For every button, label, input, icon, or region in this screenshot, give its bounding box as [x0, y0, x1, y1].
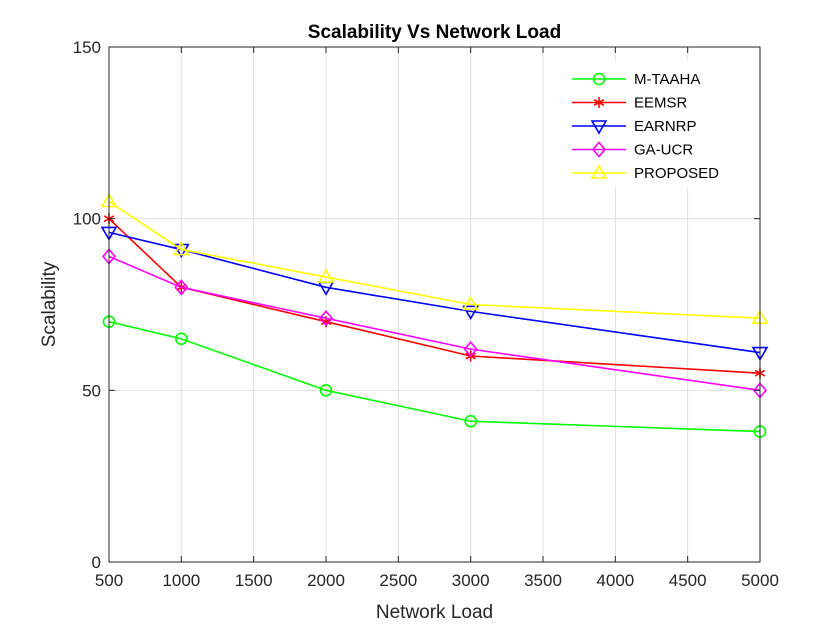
chart-title: Scalability Vs Network Load: [308, 22, 561, 43]
legend-label-ga-ucr: GA-UCR: [634, 142, 693, 159]
legend-marker-ga-ucr: [591, 141, 607, 158]
legend-item-m-taaha: M-TAAHA: [572, 71, 700, 88]
data-point-m-taaha: [319, 384, 333, 397]
legend-marker-eemsr: [593, 97, 605, 108]
data-point-proposed: [462, 295, 480, 311]
legend-item-ga-ucr: GA-UCR: [572, 141, 693, 159]
legend-label-eemsr: EEMSR: [634, 95, 688, 112]
series-ga-ucr: [101, 248, 768, 399]
series-line-earnrp: [108, 231, 761, 354]
series-proposed: [100, 192, 769, 325]
x-tick-label: 1500: [235, 571, 273, 590]
x-tick-label: 1000: [162, 571, 200, 590]
series-line-proposed: [108, 200, 761, 320]
y-tick-label: 50: [82, 381, 101, 400]
asterisk-stroke: [593, 99, 605, 106]
data-point-proposed: [172, 240, 190, 256]
legend-item-eemsr: EEMSR: [572, 95, 688, 112]
legend: M-TAAHA EEMSR EARNRP GA-UCR PROPOSED: [560, 60, 747, 188]
legend-marker-earnrp: [590, 120, 608, 135]
data-point-proposed: [317, 268, 335, 283]
x-tick-label: 4500: [669, 571, 707, 590]
y-tick-label: 100: [73, 210, 101, 229]
plot-frame: [108, 46, 761, 563]
series-layer: [100, 192, 769, 438]
series-line-m-taaha: [108, 320, 761, 433]
x-tick-label: 3500: [524, 571, 562, 590]
legend-label-m-taaha: M-TAAHA: [634, 71, 700, 88]
series-line-ga-ucr: [108, 255, 761, 392]
legend-label-proposed: PROPOSED: [634, 165, 719, 182]
data-point-earnrp: [462, 305, 480, 320]
x-tick-label: 4000: [596, 571, 634, 590]
x-axis-label: Network Load: [376, 602, 493, 623]
y-tick-label: 0: [92, 553, 101, 572]
data-point-m-taaha: [464, 414, 477, 428]
y-tick-label: 150: [73, 38, 101, 57]
data-point-ga-ucr: [463, 340, 478, 358]
legend-label-earnrp: EARNRP: [634, 118, 697, 135]
legend-box: [560, 60, 747, 188]
data-point-m-taaha: [175, 332, 188, 346]
axis-ticks: 500 1000 1500 2000 2500 3000 3500 4000 4500 5000 0…: [73, 38, 779, 590]
y-axis-label: Scalability: [39, 261, 60, 347]
data-point-ga-ucr: [174, 279, 189, 296]
x-tick-label: 5000: [741, 571, 779, 590]
asterisk-stroke: [320, 318, 332, 326]
legend-item-proposed: PROPOSED: [572, 164, 719, 182]
x-tick-label: 2500: [379, 571, 417, 590]
x-tick-label: 3000: [452, 571, 490, 590]
legend-marker-m-taaha: [592, 72, 606, 86]
legend-item-earnrp: EARNRP: [572, 118, 697, 135]
data-point-ga-ucr: [318, 310, 334, 327]
legend-marker-proposed: [590, 164, 608, 179]
x-tick-label: 2000: [307, 571, 345, 590]
x-tick-label: 500: [95, 571, 123, 590]
